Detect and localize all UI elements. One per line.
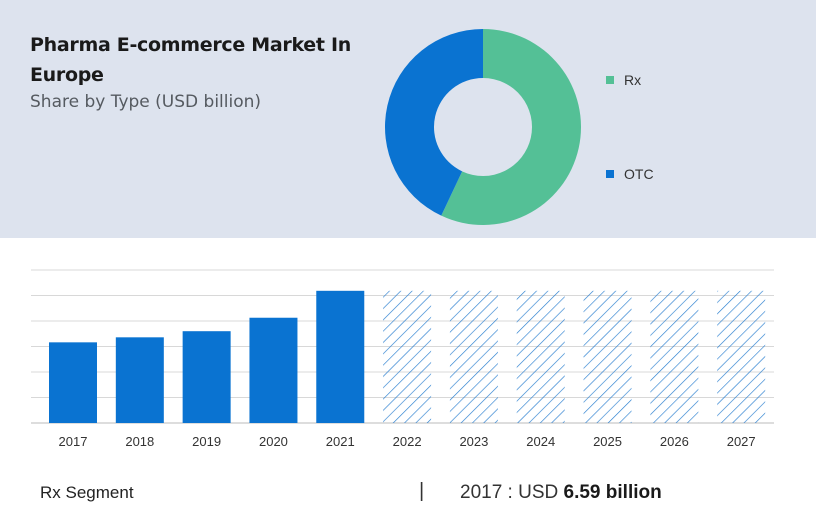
forecast-bar-2022 [383,290,432,423]
bar-2018 [115,337,164,423]
segment-year: 2017 : [460,482,519,503]
x-tick-label-2019: 2019 [192,434,221,449]
x-tick-label-2026: 2026 [660,434,689,449]
segment-currency: USD [518,482,564,503]
legend-item-rx: Rx [606,72,641,88]
forecast-bar-2026 [650,290,699,423]
segment-value: 2017 : USD 6.59 billion [460,482,662,504]
forecast-bar-2023 [449,290,498,423]
x-tick-label-2027: 2027 [727,434,756,449]
forecast-bar-2027 [717,290,766,423]
chart-title: Pharma E-commerce Market In Europe [30,34,351,86]
donut-chart [385,29,581,225]
x-tick-label-2021: 2021 [326,434,355,449]
bar-chart: 2017 2018 2019 2020 2021 2022 2023 2024 2025 2026… [31,269,774,449]
segment-label: Rx Segment [40,483,134,502]
bar-2021 [316,290,365,423]
x-tick-label-2018: 2018 [125,434,154,449]
bar-2017 [49,342,97,423]
donut-slice-rx [441,29,581,225]
x-tick-label-2022: 2022 [393,434,422,449]
bar-2020 [249,317,298,423]
donut-slice-otc [385,29,483,216]
segment-amount: 6.59 billion [563,482,662,503]
legend-label-otc: OTC [624,166,654,182]
legend-item-otc: OTC [606,166,654,182]
legend-swatch-otc [606,170,614,178]
x-tick-label-2023: 2023 [459,434,488,449]
x-tick-label-2024: 2024 [526,434,555,449]
x-tick-label-2020: 2020 [259,434,288,449]
legend-swatch-rx [606,76,614,84]
x-tick-label-2025: 2025 [593,434,622,449]
forecast-bar-2025 [583,290,632,423]
chart-subtitle: Share by Type (USD billion) [30,92,262,112]
footer-separator: | [419,480,425,502]
forecast-bar-2024 [516,290,565,423]
legend-label-rx: Rx [624,72,642,88]
bar-2019 [182,331,231,423]
x-tick-label-2017: 2017 [59,434,88,449]
